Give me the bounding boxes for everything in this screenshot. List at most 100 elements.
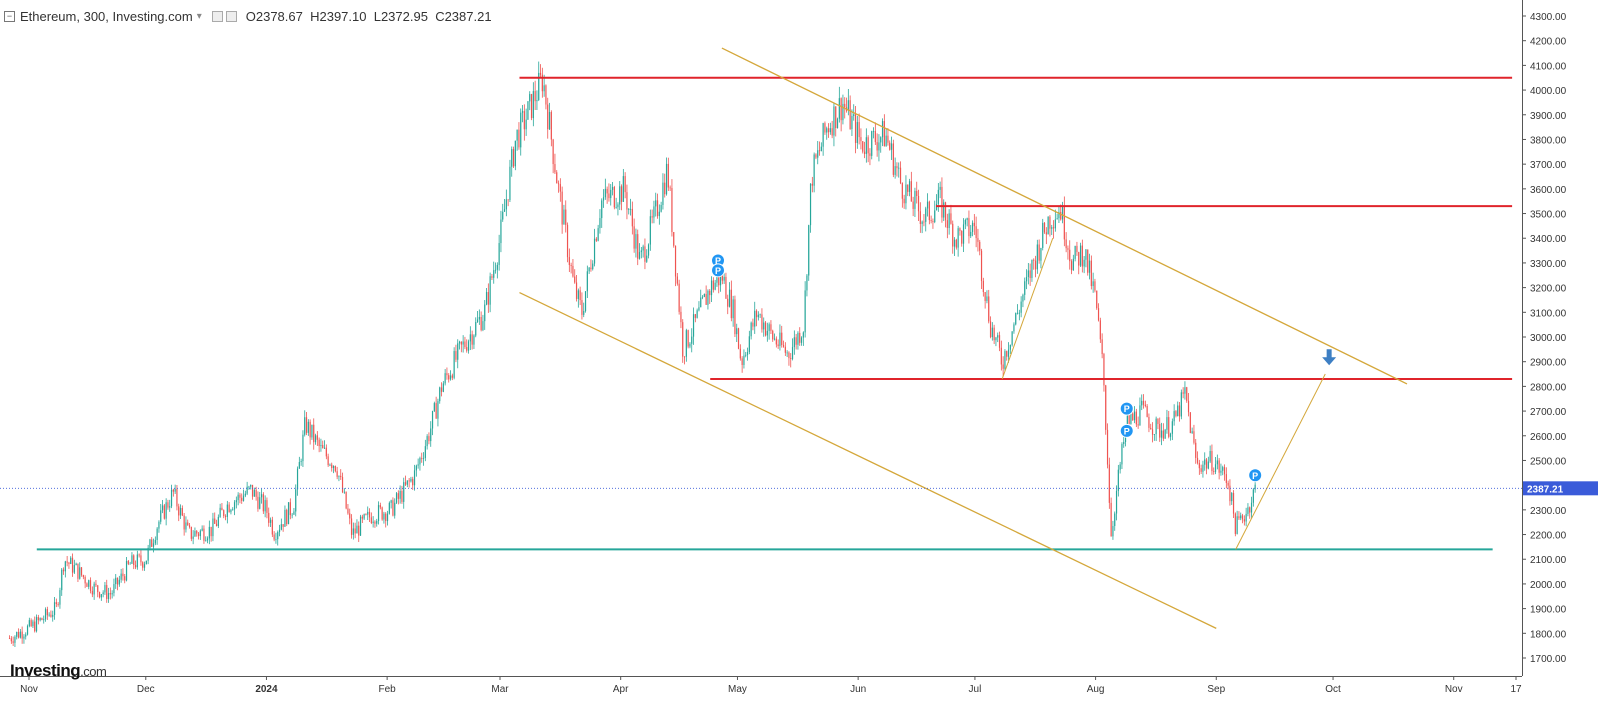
candle-down xyxy=(637,234,639,259)
candle-down xyxy=(50,614,52,617)
candle-down xyxy=(1034,260,1037,270)
candle-up xyxy=(457,343,459,360)
x-tick-label: Feb xyxy=(379,684,397,695)
candle-up xyxy=(1025,276,1028,282)
candle-down xyxy=(176,488,178,507)
candle-up xyxy=(520,112,522,148)
event-marker[interactable] xyxy=(1119,423,1134,438)
candle-up xyxy=(660,204,662,212)
candle-down xyxy=(523,111,525,130)
candle-up xyxy=(890,143,893,150)
projection-trendline[interactable] xyxy=(1235,373,1326,550)
candle-down xyxy=(1151,429,1154,435)
candle-up xyxy=(773,338,776,340)
collapse-icon[interactable]: − xyxy=(4,10,15,22)
candle-up xyxy=(1040,247,1042,261)
candle-down xyxy=(190,526,192,539)
x-tick-label: Dec xyxy=(137,684,155,695)
candle-up xyxy=(399,490,401,499)
candle-up xyxy=(602,197,605,201)
candle-down xyxy=(203,528,205,541)
candle-down xyxy=(633,226,635,249)
candle-up xyxy=(300,461,302,463)
visibility-icon[interactable] xyxy=(225,10,237,22)
x-tick-label: Sep xyxy=(1207,684,1225,695)
candle-up xyxy=(1009,344,1011,350)
candle-up xyxy=(898,167,900,169)
candle-down xyxy=(556,172,558,184)
candle-down xyxy=(1218,460,1220,473)
candle-down xyxy=(41,618,43,621)
candle-up xyxy=(458,341,461,344)
candle-down xyxy=(1198,462,1200,469)
channel-upper-trendline[interactable] xyxy=(721,47,1408,385)
event-marker[interactable] xyxy=(711,263,726,278)
candle-down xyxy=(1229,485,1231,502)
candle-down xyxy=(1069,249,1071,262)
candle-down xyxy=(930,220,932,222)
candle-up xyxy=(655,200,657,207)
y-tick-label: 2000.00 xyxy=(1530,580,1567,591)
candle-up xyxy=(548,112,551,130)
candle-up xyxy=(779,332,781,346)
candle-down xyxy=(1243,519,1245,522)
candle-down xyxy=(570,265,572,266)
event-marker-label: P xyxy=(1124,404,1130,414)
candle-up xyxy=(804,290,806,333)
candle-down xyxy=(84,577,86,584)
candle-up xyxy=(115,577,117,585)
candle-down xyxy=(1223,467,1226,475)
candle-down xyxy=(761,314,763,330)
candle-up xyxy=(847,100,849,111)
candle-up xyxy=(424,446,426,458)
candle-up xyxy=(1209,451,1211,462)
event-marker[interactable] xyxy=(1119,401,1134,416)
candle-down xyxy=(932,221,934,223)
candle-down xyxy=(539,72,542,75)
channel-lower-trendline[interactable] xyxy=(519,291,1217,629)
candle-up xyxy=(1164,429,1166,439)
candle-up xyxy=(1051,227,1053,229)
candle-up xyxy=(242,495,245,501)
candle-down xyxy=(575,282,578,299)
candle-up xyxy=(230,509,232,513)
candle-up xyxy=(525,119,527,130)
candle-up xyxy=(152,543,155,547)
event-marker[interactable] xyxy=(1248,468,1263,483)
y-tick-label: 2100.00 xyxy=(1530,555,1567,566)
candle-down xyxy=(955,239,957,248)
candle-up xyxy=(1184,387,1186,394)
candle-up xyxy=(462,341,464,345)
candle-down xyxy=(1186,387,1188,401)
candle-up xyxy=(538,72,540,101)
chevron-down-icon[interactable]: ▾ xyxy=(196,10,202,22)
candle-down xyxy=(1162,430,1164,439)
candle-up xyxy=(277,532,279,540)
down-arrow-icon[interactable] xyxy=(1322,349,1337,366)
settings-icon[interactable] xyxy=(211,10,223,22)
candle-up xyxy=(500,219,502,244)
candle-up xyxy=(156,528,158,540)
candle-up xyxy=(248,486,250,488)
last-price-tag xyxy=(1523,481,1598,496)
candle-up xyxy=(511,149,513,167)
candle-down xyxy=(224,515,227,517)
candle-down xyxy=(982,280,984,293)
candle-up xyxy=(1180,392,1182,417)
candle-up xyxy=(1047,216,1049,235)
candle-up xyxy=(235,500,237,503)
candle-up xyxy=(199,530,201,537)
candle-down xyxy=(345,491,347,509)
candle-up xyxy=(748,336,750,353)
candle-down xyxy=(1105,385,1107,430)
candle-up xyxy=(1126,415,1128,428)
candle-down xyxy=(1081,245,1083,267)
candle-up xyxy=(206,538,209,541)
candle-down xyxy=(941,186,943,218)
projection-minor-trendline[interactable] xyxy=(1001,238,1054,380)
candle-up xyxy=(838,98,840,119)
symbol-label[interactable]: Ethereum, 300, Investing.com xyxy=(20,8,193,24)
candle-down xyxy=(271,519,273,535)
